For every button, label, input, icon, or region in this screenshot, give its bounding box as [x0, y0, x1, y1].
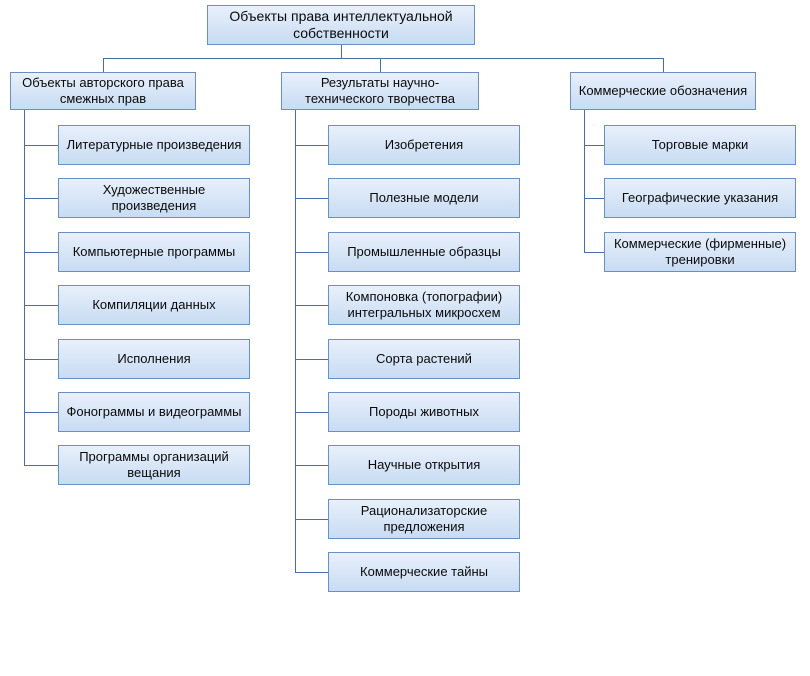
branch-node-2: Коммерческие обозначения [570, 72, 756, 110]
connector-v [103, 58, 104, 72]
leaf-node-2-2: Коммерческие (фирменные) тренировки [604, 232, 796, 272]
connector-h [295, 198, 328, 199]
leaf-node-1-6: Научные открытия [328, 445, 520, 485]
connector-h [295, 145, 328, 146]
connector-h [24, 252, 58, 253]
leaf-node-1-5: Породы животных [328, 392, 520, 432]
leaf-node-0-5: Фонограммы и видеограммы [58, 392, 250, 432]
leaf-node-1-8: Коммерческие тайны [328, 552, 520, 592]
connector-h [24, 359, 58, 360]
connector-h [24, 145, 58, 146]
root-node: Объекты права интеллектуальной собственн… [207, 5, 475, 45]
leaf-node-0-2: Компьютерные программы [58, 232, 250, 272]
connector-h [24, 465, 58, 466]
leaf-node-1-1: Полезные модели [328, 178, 520, 218]
connector-h [584, 198, 604, 199]
leaf-node-0-6: Программы организаций вещания [58, 445, 250, 485]
branch-node-1: Результаты научно-технического творчеств… [281, 72, 479, 110]
leaf-node-2-1: Географические указания [604, 178, 796, 218]
connector-h [295, 572, 328, 573]
connector-h [584, 145, 604, 146]
connector-h [24, 412, 58, 413]
connector-h [295, 465, 328, 466]
leaf-node-0-3: Компиляции данных [58, 285, 250, 325]
connector-v [380, 58, 381, 72]
leaf-node-1-0: Изобретения [328, 125, 520, 165]
connector-h [24, 198, 58, 199]
connector-v [663, 58, 664, 72]
connector-h [24, 305, 58, 306]
leaf-node-1-4: Сорта растений [328, 339, 520, 379]
connector-h [103, 58, 663, 59]
connector-v [584, 110, 585, 252]
leaf-node-1-2: Промышленные образцы [328, 232, 520, 272]
leaf-node-0-0: Литературные произведения [58, 125, 250, 165]
connector-h [295, 412, 328, 413]
connector-h [295, 519, 328, 520]
leaf-node-0-1: Художественные произведения [58, 178, 250, 218]
connector-h [295, 252, 328, 253]
leaf-node-1-7: Рационализаторские предложения [328, 499, 520, 539]
leaf-node-2-0: Торговые марки [604, 125, 796, 165]
connector-h [584, 252, 604, 253]
connector-v [295, 110, 296, 572]
connector-h [295, 359, 328, 360]
connector-h [295, 305, 328, 306]
branch-node-0: Объекты авторского права смежных прав [10, 72, 196, 110]
leaf-node-1-3: Компоновка (топографии) интегральных мик… [328, 285, 520, 325]
connector-v [341, 45, 342, 58]
leaf-node-0-4: Исполнения [58, 339, 250, 379]
